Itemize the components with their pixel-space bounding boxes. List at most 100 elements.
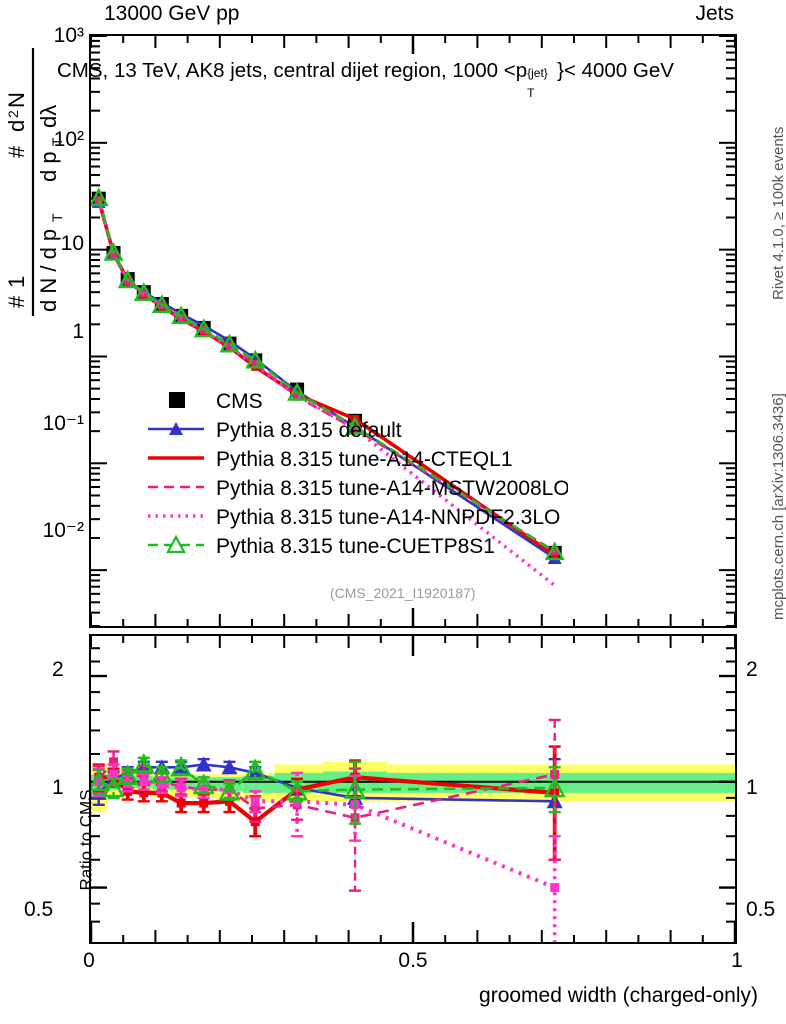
ratio-marker [543, 776, 566, 798]
ratio-marker [176, 783, 186, 793]
cuet-marker [103, 241, 124, 261]
ylabel-numerator-n: N [4, 92, 29, 108]
ratio-axis-ticks [91, 636, 735, 942]
legend-marker-5 [166, 534, 186, 554]
ratio-marker [224, 796, 234, 806]
ratio-marker [157, 780, 167, 790]
legend-label-0: CMS [216, 390, 263, 413]
cuet-marker [245, 349, 266, 369]
cuet-marker [133, 282, 154, 301]
header-category-label: Jets [695, 2, 734, 25]
ratio-marker [139, 777, 149, 787]
ratio-marker [109, 769, 119, 779]
cuet-marker [151, 294, 172, 313]
main-data-curves [91, 187, 565, 587]
header-beam-label: 13000 GeV pp [104, 2, 240, 25]
ratio-curve-5 [98, 762, 555, 793]
sq-marker [251, 360, 260, 369]
main-ytick-0: 10³ [53, 24, 84, 47]
xaxis-label: groomed width (charged-only) [479, 984, 758, 1007]
cuet-marker [193, 318, 214, 338]
main-curve-4 [97, 199, 556, 587]
ratio-marker [150, 762, 173, 784]
main-ytick-4: 10⁻¹ [42, 412, 84, 435]
sq-marker [225, 342, 234, 351]
ratio-ytick-right-1: 1 [746, 776, 758, 799]
ratio-ytick-left-1: 1 [52, 776, 64, 799]
ratio-plot-panel [89, 634, 737, 944]
ratio-xtick-1: 0.5 [398, 949, 428, 972]
rivet-version-label: Rivet 4.1.0, ≥ 100k events [770, 126, 786, 300]
ylabel-numerator-d2n: d [4, 120, 29, 132]
cuet-marker [345, 416, 366, 435]
ratio-marker [550, 883, 560, 893]
ylabel-num-sup-2: 2 [5, 110, 21, 118]
cuet-marker [91, 187, 109, 207]
main-ytick-3: 1 [72, 320, 84, 343]
cuet-marker [219, 333, 240, 353]
cuet-marker [117, 269, 138, 289]
ratio-marker [116, 764, 139, 786]
legend-canvas: CMS Pythia 8.315 default Pythia 8.315 tune… [148, 390, 568, 558]
ratio-ylabel: Ratio to CMS [76, 789, 96, 891]
ratio-xtick-2: 1 [731, 949, 743, 972]
legend-marker-1 [169, 422, 183, 435]
main-ylabel: # 1 d N / d p T # d 2 N d p T dλ [2, 40, 64, 320]
ratio-marker [218, 779, 241, 801]
ratio-data-curves [91, 718, 566, 942]
band-green [242, 775, 275, 793]
main-ytick-2: 10 [60, 232, 84, 255]
ratio-ytick-left-2: 0.5 [24, 898, 54, 921]
ratio-marker [109, 757, 119, 767]
sq-marker [351, 424, 360, 433]
ratio-marker [344, 778, 367, 799]
ratio-ytick-right-0: 2 [746, 658, 758, 681]
main-ytick-1: 10² [53, 128, 84, 151]
title-sup-jet: {jet} [527, 66, 548, 80]
legend-label-4: Pythia 8.315 tune-A14-NNPDF2.3LO [216, 506, 560, 529]
ratio-marker [250, 796, 260, 806]
ratio-xtick-0: 0 [83, 949, 95, 972]
main-plot-title: CMS, 13 TeV, AK8 jets, central dijet reg… [57, 59, 674, 100]
title-sub-T: T [527, 86, 535, 100]
legend: CMS Pythia 8.315 default Pythia 8.315 tune… [148, 386, 568, 566]
legend-label-3: Pythia 8.315 tune-A14-MSTW2008LO [216, 477, 568, 500]
ylabel-den-sub-T: T [49, 213, 64, 222]
ylabel-denominator-hash: # [4, 295, 29, 308]
ratio-marker [132, 752, 155, 774]
ylabel-num-den-dpT: d p [36, 151, 61, 182]
main-plot-canvas [91, 36, 735, 626]
legend-label-1: Pythia 8.315 default [216, 419, 402, 442]
cuet-marker [287, 381, 308, 401]
legend-label-5: Pythia 8.315 tune-CUETP8S1 [216, 535, 495, 558]
ratio-ytick-right-2: 0.5 [746, 898, 776, 921]
dataset-watermark: (CMS_2021_I1920187) [330, 585, 476, 601]
ylabel-one: 1 [4, 276, 29, 288]
ratio-marker [199, 798, 209, 808]
ratio-marker [221, 759, 238, 775]
ratio-marker [244, 758, 267, 780]
legend-marker-0 [169, 392, 185, 408]
ratio-marker [192, 773, 215, 795]
ratio-marker [247, 764, 264, 780]
ylabel-denominator-expr: d N / d p [36, 229, 61, 312]
main-ytick-5: 10⁻² [42, 519, 84, 542]
ratio-marker [195, 756, 212, 772]
sq-marker [293, 392, 302, 401]
cuet-marker [544, 541, 565, 561]
ratio-ytick-left-0: 2 [52, 658, 64, 681]
ratio-marker [286, 779, 309, 801]
ratio-plot-canvas [91, 636, 735, 942]
ratio-marker [139, 788, 149, 798]
ylabel-num-den-dlambda: dλ [36, 105, 61, 128]
ratio-marker [102, 776, 125, 798]
main-axis-ticks [91, 36, 735, 626]
ylabel-num-den-sub-T: T [49, 137, 64, 146]
ratio-marker [199, 785, 209, 795]
mcplots-credit-label: mcplots.cern.ch [arXiv:1306.3436] [770, 393, 786, 620]
ratio-marker [170, 755, 193, 777]
ratio-marker [176, 798, 186, 808]
legend-label-2: Pythia 8.315 tune-A14-CTEQL1 [216, 448, 513, 471]
ratio-marker [91, 770, 110, 792]
ylabel-numerator-hash: # [4, 145, 29, 158]
